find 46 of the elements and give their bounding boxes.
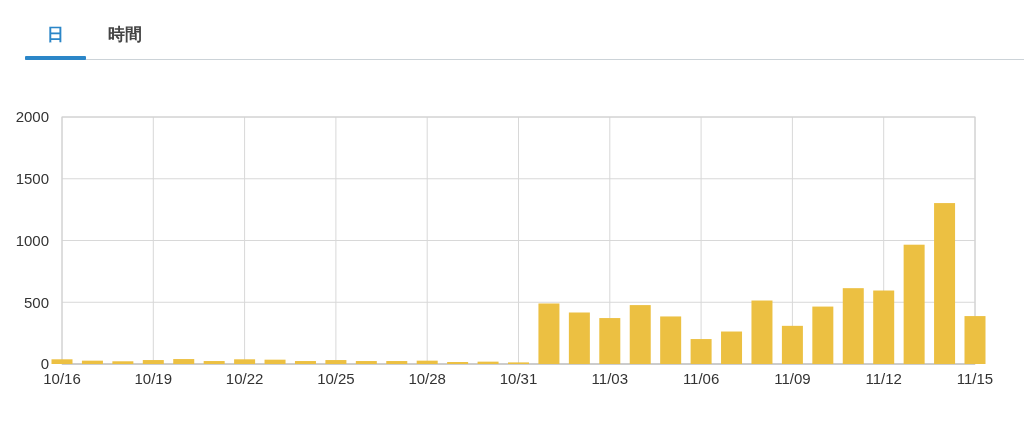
x-tick-label: 10/25 — [317, 370, 355, 387]
x-tick-label: 10/28 — [408, 370, 446, 387]
text: 時間 — [108, 25, 142, 44]
bar — [842, 288, 864, 364]
bar — [903, 244, 925, 364]
bar — [781, 325, 803, 364]
bar — [173, 359, 195, 364]
bar — [660, 316, 682, 364]
bar — [355, 361, 377, 364]
bar — [142, 360, 164, 364]
bar — [873, 290, 895, 364]
bar — [751, 300, 773, 364]
bar — [964, 316, 986, 364]
y-tick-label: 0 — [40, 355, 49, 373]
bar — [264, 359, 286, 364]
bar — [81, 360, 103, 364]
bar — [538, 303, 560, 364]
bar — [812, 306, 834, 364]
bar — [325, 360, 347, 364]
x-tick-label: 10/16 — [43, 370, 81, 387]
x-tick-label: 11/15 — [956, 370, 994, 387]
x-tick-label: 10/22 — [225, 370, 264, 387]
bar — [51, 359, 73, 364]
bar — [721, 331, 743, 364]
y-tick-label: 1500 — [15, 170, 49, 187]
bar — [386, 361, 408, 364]
bar — [629, 305, 651, 364]
bar — [690, 339, 712, 364]
bar — [934, 203, 956, 364]
bar — [112, 361, 134, 364]
x-tick-label: 10/19 — [134, 370, 173, 387]
y-tick-label: 500 — [23, 293, 49, 311]
bar — [599, 318, 621, 364]
bar — [234, 359, 256, 364]
y-tick-label: 2000 — [15, 108, 49, 126]
x-tick-label: 11/06 — [682, 370, 720, 387]
bar — [294, 361, 316, 364]
x-tick-label: 11/12 — [865, 370, 902, 387]
x-tick-label: 10/31 — [499, 370, 538, 387]
text: 日 — [46, 25, 64, 44]
bar — [203, 361, 225, 364]
x-tick-label: 11/03 — [591, 370, 629, 387]
bar — [568, 312, 590, 364]
x-tick-label: 11/09 — [774, 370, 811, 387]
bar — [416, 360, 438, 364]
y-tick-label: 1000 — [15, 231, 49, 249]
